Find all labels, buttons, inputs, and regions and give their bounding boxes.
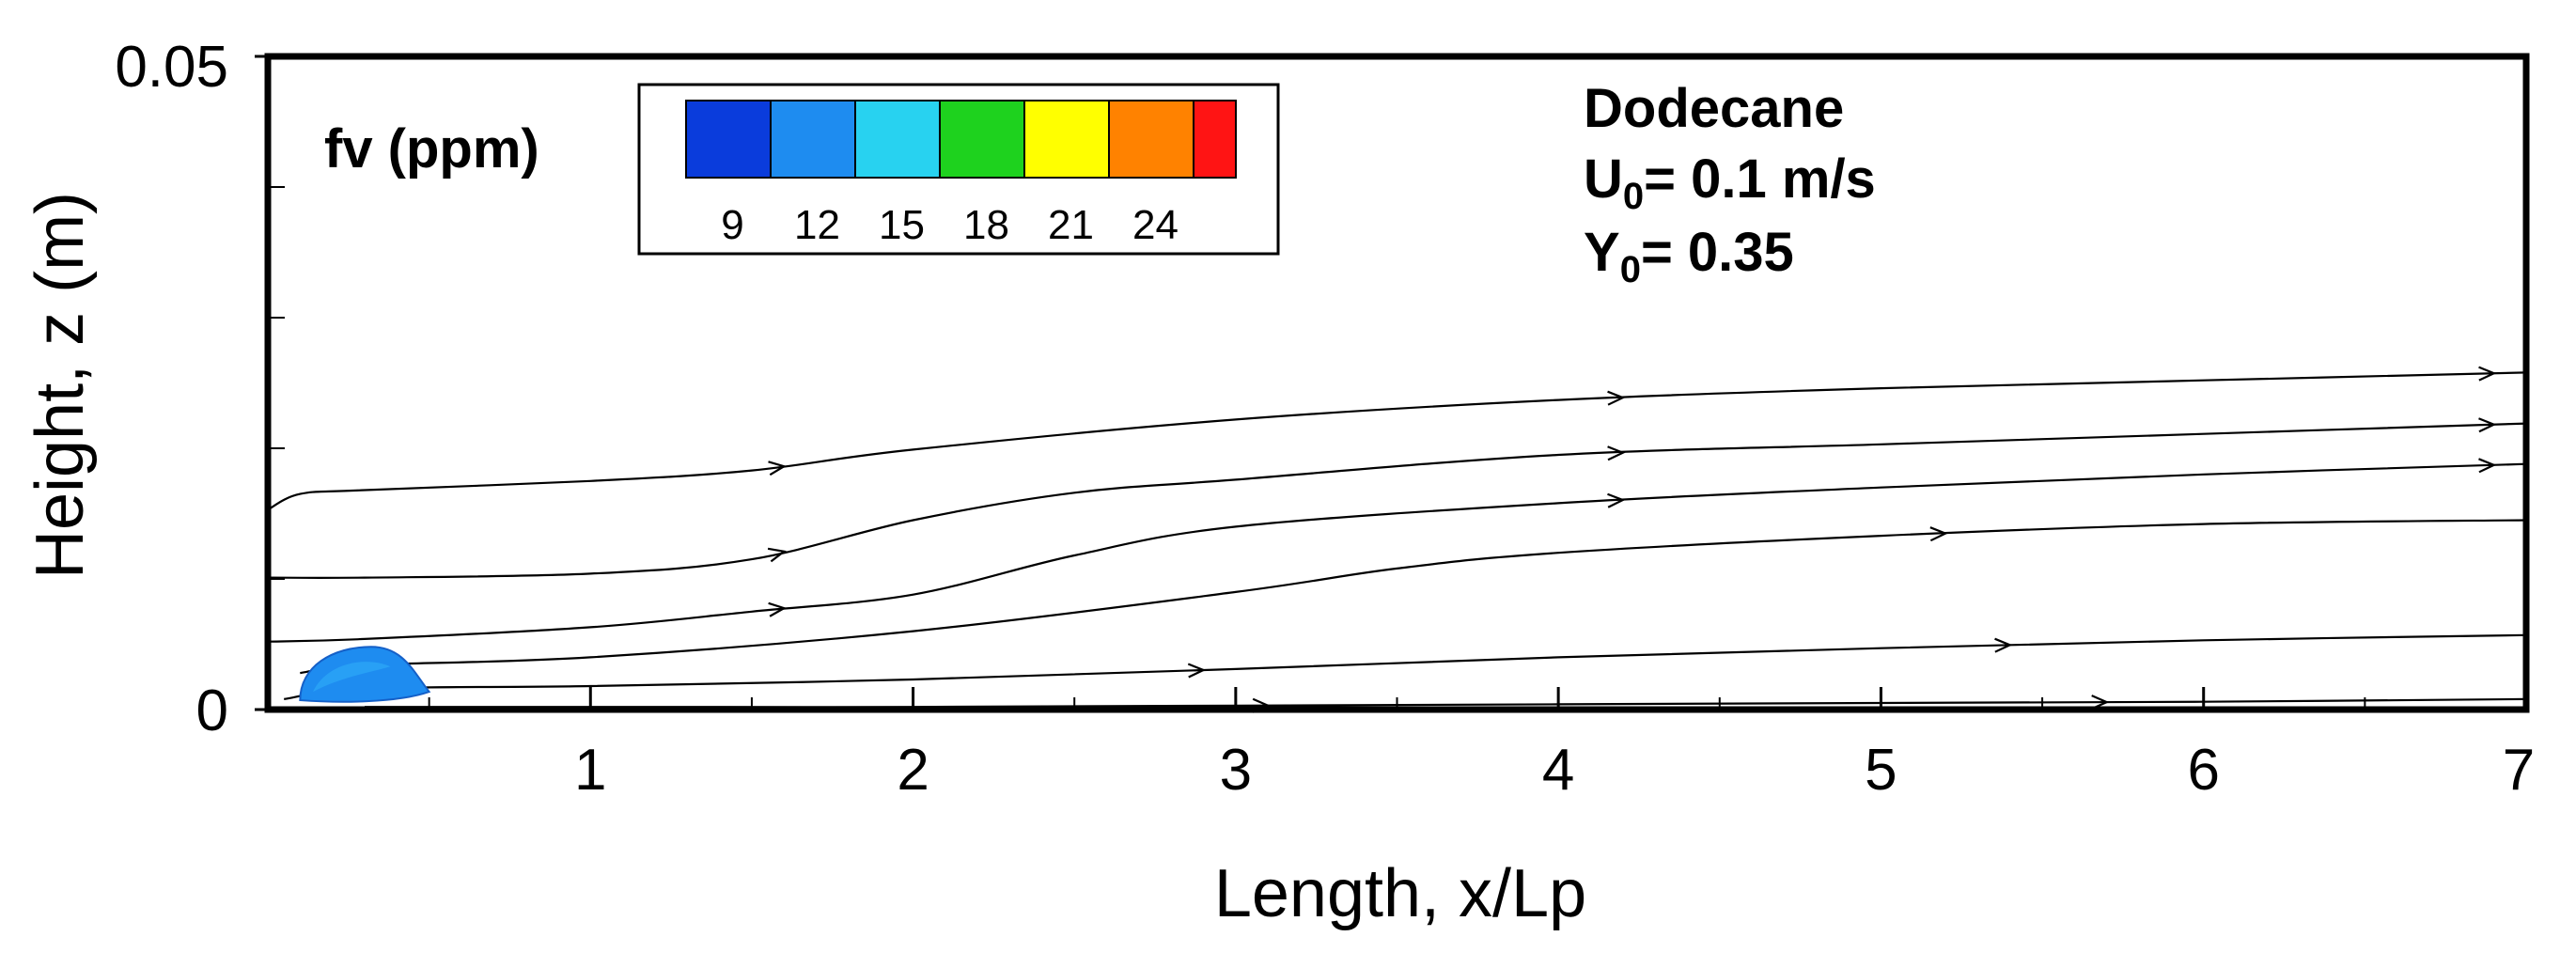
axis-ticks	[255, 55, 2528, 711]
streamline	[284, 633, 2527, 700]
streamline-arrow	[1607, 445, 1626, 461]
colorbar-legend: fv (ppm) 9 12 15 18 21 24	[324, 83, 1280, 256]
streamline-arrow	[1607, 390, 1626, 406]
velocity-value: = 0.1 m/s	[1644, 148, 1876, 210]
legend-swatches	[685, 100, 1237, 179]
x-tick-label: 1	[574, 738, 606, 803]
x-tick-label: 2	[897, 738, 929, 803]
legend-swatch	[854, 100, 941, 179]
y-tick-label-top: 0.05	[115, 35, 228, 100]
streamline	[300, 519, 2527, 675]
fraction-label: Y0= 0.35	[1584, 222, 1794, 290]
legend-tick-label: 9	[721, 202, 743, 248]
streamline-arrow	[2478, 366, 2497, 382]
velocity-symbol: U	[1584, 148, 1623, 210]
x-tick-label: 5	[1865, 738, 1897, 803]
streamline-arrow	[767, 547, 787, 563]
legend-swatch	[1108, 100, 1194, 179]
legend-swatch	[770, 100, 856, 179]
x-tick-label: 3	[1220, 738, 1252, 803]
streamline-arrow	[2478, 417, 2497, 433]
streamline-arrow	[2478, 458, 2497, 474]
x-axis-title: Length, x/Lp	[1214, 856, 1586, 931]
legend-swatch	[1023, 100, 1110, 179]
streamline	[267, 422, 2527, 580]
legend-swatch	[939, 100, 1025, 179]
legend-tick-label: 15	[879, 202, 925, 248]
plot-frame	[264, 53, 2530, 713]
legend-tick-label: 24	[1132, 202, 1179, 248]
streamline-arrow	[768, 461, 788, 476]
legend-labels: 9 12 15 18 21 24	[721, 202, 1179, 248]
fuel-label: Dodecane	[1584, 78, 1844, 139]
fraction-subscript: 0	[1620, 249, 1641, 290]
streamline-arrow	[1994, 637, 2013, 653]
legend-title: fv (ppm)	[324, 118, 539, 180]
soot-region	[299, 646, 431, 703]
streamline	[364, 697, 2527, 709]
legend-tick-label: 21	[1048, 202, 1094, 248]
streamline-arrow	[1607, 492, 1626, 508]
soot-contour-outer	[299, 646, 431, 703]
legend-tick-label: 18	[963, 202, 1009, 248]
fraction-symbol: Y	[1584, 222, 1620, 283]
streamline-arrow	[1187, 663, 1207, 679]
velocity-subscript: 0	[1623, 176, 1644, 217]
x-tick-label: 6	[2187, 738, 2219, 803]
velocity-label: U0= 0.1 m/s	[1584, 148, 1876, 217]
case-annotation: Dodecane U0= 0.1 m/s Y0= 0.35	[1584, 78, 1876, 290]
legend-swatch	[1193, 100, 1237, 179]
x-tick-label: 7	[2503, 738, 2535, 803]
soot-contour-inner	[313, 662, 391, 693]
streamlines	[267, 366, 2527, 713]
x-tick-labels: 1 2 3 4 5 6 7	[574, 738, 2535, 803]
streamline	[267, 462, 2527, 643]
legend-tick-label: 12	[794, 202, 840, 248]
streamline	[267, 371, 2527, 511]
y-tick-label-zero: 0	[196, 679, 228, 743]
x-tick-label: 4	[1542, 738, 1574, 803]
y-axis-title: Height, z (m)	[23, 192, 98, 579]
streamline-arrow	[768, 601, 788, 617]
legend-swatch	[685, 100, 772, 179]
streamline-arrow	[1929, 526, 1948, 542]
fraction-value: = 0.35	[1641, 222, 1794, 283]
